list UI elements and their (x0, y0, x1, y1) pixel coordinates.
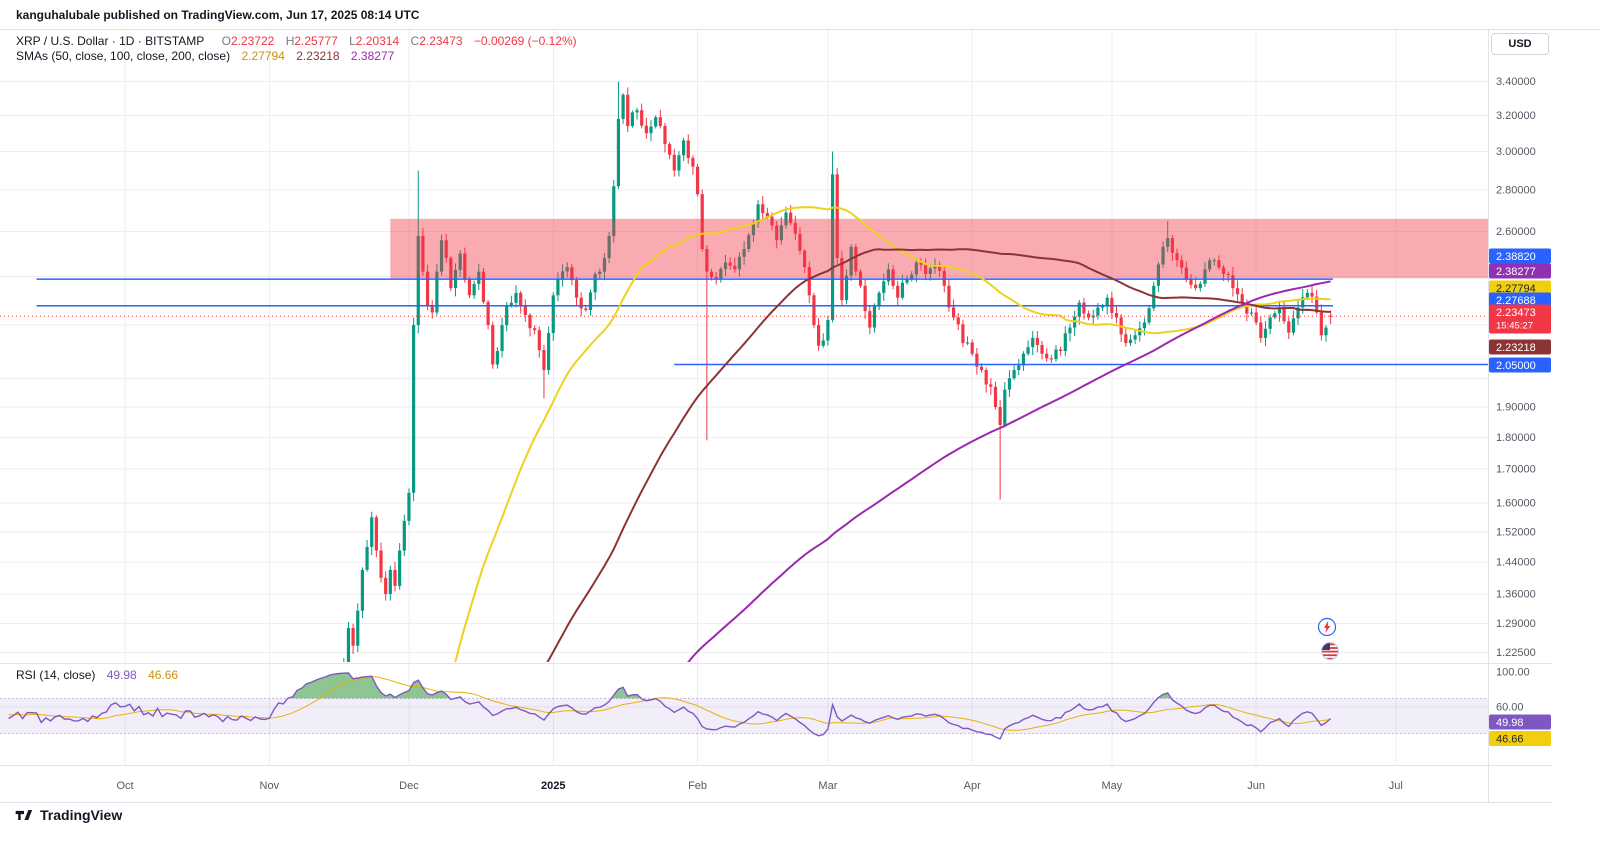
axis-badge (1489, 731, 1551, 746)
axis-badge (1489, 339, 1551, 355)
rsi-value: 49.98 (106, 668, 137, 682)
svg-text:Apr: Apr (964, 780, 981, 792)
rsi-pane (0, 672, 1488, 740)
sma200-value: 2.38277 (350, 49, 395, 63)
brand-name: TradingView (40, 807, 123, 823)
svg-text:3.00000: 3.00000 (1496, 146, 1536, 158)
sma-lines (454, 206, 1331, 662)
svg-text:3.40000: 3.40000 (1496, 76, 1536, 88)
axis-badge (1489, 714, 1551, 730)
open-value: 2.23722 (230, 34, 275, 48)
svg-text:60.00: 60.00 (1496, 702, 1524, 714)
event-icons[interactable] (1317, 617, 1340, 661)
svg-text:Nov: Nov (260, 780, 280, 792)
close-label: C (410, 34, 420, 48)
axis-badge (1489, 263, 1551, 279)
us-flag-icon (1321, 642, 1339, 660)
svg-text:3.20000: 3.20000 (1496, 110, 1536, 122)
low-value: 2.20314 (355, 34, 400, 48)
svg-text:1.70000: 1.70000 (1496, 464, 1536, 476)
axis-labels[interactable]: 3.40000 3.20000 3.00000 2.80000 2.60000 1.900… (116, 76, 1535, 792)
symbol-legend[interactable]: XRP / U.S. Dollar · 1D · BITSTAMP O2.237… (16, 34, 577, 48)
sma-50-line (454, 206, 1331, 662)
rsi-legend[interactable]: RSI (14, close) 49.98 46.66 (16, 668, 178, 682)
publish-header: kanguhalubale published on TradingView.c… (0, 0, 1600, 30)
sma50-value: 2.27794 (241, 49, 285, 63)
svg-text:1.80000: 1.80000 (1496, 432, 1536, 444)
svg-text:2.80000: 2.80000 (1496, 185, 1536, 197)
svg-text:2.05000: 2.05000 (1496, 360, 1536, 372)
svg-text:1.60000: 1.60000 (1496, 498, 1536, 510)
rsi-ma-line (8, 676, 1331, 731)
svg-text:2.38277: 2.38277 (1496, 266, 1536, 278)
tradingview-logo-icon (15, 810, 33, 820)
sma100-value: 2.23218 (296, 49, 340, 63)
rsi-ma-value: 46.66 (148, 668, 179, 682)
svg-text:Oct: Oct (116, 780, 133, 792)
svg-text:2.27794: 2.27794 (1496, 283, 1536, 295)
rsi-label: RSI (14, close) (16, 668, 96, 682)
currency-label: USD (1508, 38, 1532, 50)
svg-text:46.66: 46.66 (1496, 733, 1524, 745)
axis-badge (1489, 357, 1551, 373)
rsi-line (8, 672, 1332, 740)
axis-badge (1489, 292, 1551, 308)
tradingview-footer[interactable]: TradingView (14, 805, 122, 825)
svg-text:1.29000: 1.29000 (1496, 618, 1536, 630)
grid (0, 30, 1488, 765)
open-label: O (221, 34, 231, 48)
sma-200-line (687, 280, 1331, 662)
currency-toggle-button[interactable]: USD (1491, 33, 1549, 55)
svg-text:Mar: Mar (818, 780, 837, 792)
svg-text:1.90000: 1.90000 (1496, 402, 1536, 414)
sma-legend[interactable]: SMAs (50, close, 100, close, 200, close)… (16, 49, 394, 63)
change-value: −0.00269 (−0.12%) (473, 34, 577, 48)
svg-text:Jun: Jun (1247, 780, 1265, 792)
sma-label: SMAs (50, close, 100, close, 200, close) (16, 49, 231, 63)
axis-badge (1489, 248, 1551, 264)
axes[interactable] (0, 30, 1552, 803)
svg-text:2025: 2025 (541, 780, 565, 792)
axis-badge (1489, 304, 1551, 334)
symbol-title: XRP / U.S. Dollar · 1D · BITSTAMP (16, 34, 205, 48)
axis-badge (1489, 280, 1551, 296)
svg-text:1.44000: 1.44000 (1496, 557, 1536, 569)
rsi-overbought-fill (287, 673, 1172, 699)
low-label: L (349, 34, 356, 48)
svg-text:2.38820: 2.38820 (1496, 251, 1536, 263)
svg-text:Feb: Feb (688, 780, 707, 792)
close-value: 2.23473 (419, 34, 463, 48)
candles-series (343, 81, 1333, 662)
high-value: 2.25777 (294, 34, 338, 48)
svg-text:2.23473: 2.23473 (1496, 307, 1536, 319)
svg-text:1.36000: 1.36000 (1496, 589, 1536, 601)
svg-text:Jul: Jul (1389, 780, 1403, 792)
svg-text:2.27688: 2.27688 (1496, 295, 1536, 307)
svg-text:Dec: Dec (399, 780, 419, 792)
svg-text:100.00: 100.00 (1496, 667, 1530, 679)
drawings[interactable] (36, 218, 1488, 366)
svg-text:2.23218: 2.23218 (1496, 342, 1536, 354)
published-line: kanguhalubale published on TradingView.c… (16, 7, 420, 22)
svg-text:1.22500: 1.22500 (1496, 647, 1536, 659)
svg-text:2.60000: 2.60000 (1496, 226, 1536, 238)
svg-text:49.98: 49.98 (1496, 717, 1524, 729)
svg-text:May: May (1101, 780, 1122, 792)
countdown-timer: 15:45:27 (1496, 321, 1533, 332)
high-label: H (285, 34, 295, 48)
svg-text:1.52000: 1.52000 (1496, 526, 1536, 538)
sma-100-line (546, 248, 1331, 662)
